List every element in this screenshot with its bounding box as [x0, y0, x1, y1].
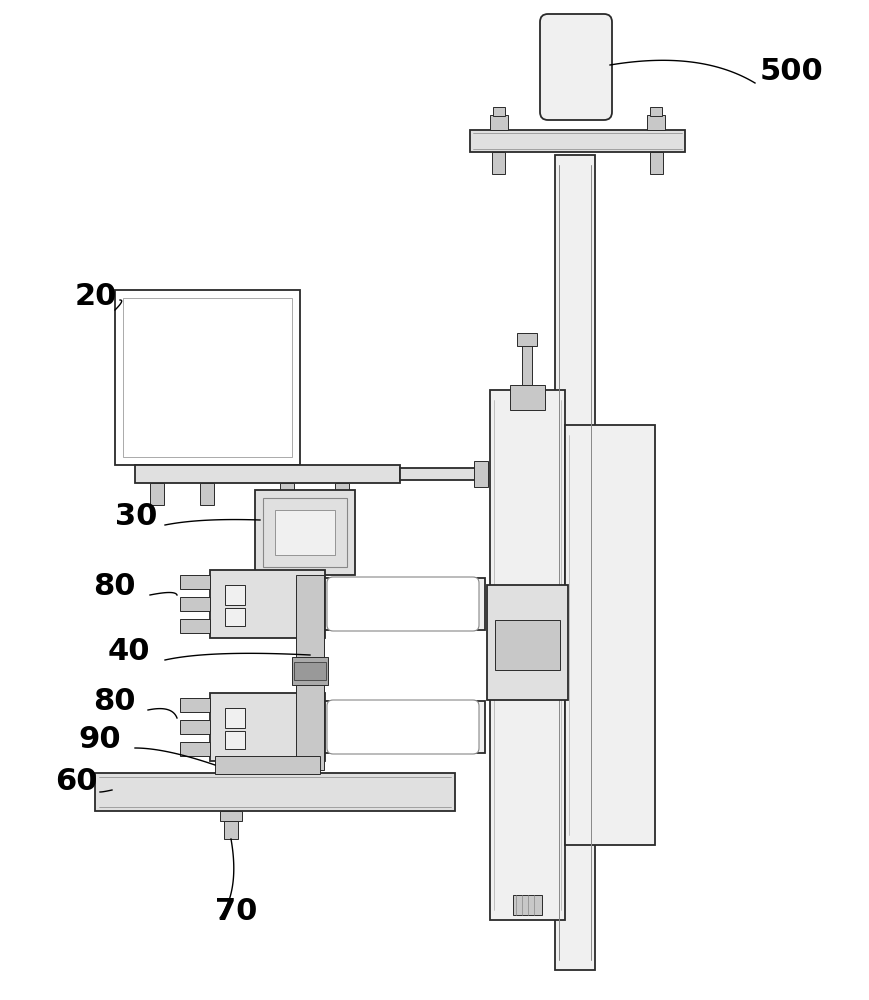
Bar: [495, 620, 560, 670]
Bar: [517, 333, 537, 346]
Text: 40: 40: [108, 637, 150, 666]
Bar: [115, 290, 300, 465]
Bar: [296, 575, 324, 770]
Bar: [225, 731, 245, 749]
Bar: [325, 578, 485, 630]
Bar: [650, 107, 662, 116]
FancyBboxPatch shape: [327, 577, 479, 631]
Bar: [225, 585, 245, 605]
FancyBboxPatch shape: [327, 700, 479, 754]
Bar: [225, 708, 245, 728]
Bar: [224, 821, 238, 839]
Text: 70: 70: [215, 897, 257, 926]
Text: 90: 90: [78, 725, 121, 754]
Bar: [215, 756, 320, 774]
Bar: [510, 385, 545, 410]
Bar: [493, 107, 505, 116]
Text: 80: 80: [93, 572, 136, 601]
Bar: [280, 483, 294, 505]
Text: 80: 80: [93, 687, 136, 716]
Bar: [95, 773, 455, 811]
Bar: [292, 657, 328, 685]
Text: 20: 20: [75, 282, 117, 311]
Bar: [400, 468, 480, 480]
Bar: [474, 461, 488, 487]
Bar: [180, 619, 210, 633]
Bar: [487, 585, 568, 700]
Bar: [335, 483, 349, 505]
Text: 500: 500: [760, 57, 824, 86]
Bar: [490, 390, 565, 920]
Bar: [210, 570, 325, 638]
Bar: [123, 298, 292, 457]
Bar: [492, 152, 505, 174]
Bar: [180, 720, 210, 734]
Bar: [263, 498, 347, 567]
Bar: [220, 811, 242, 821]
Bar: [490, 115, 508, 130]
Bar: [135, 465, 400, 483]
Bar: [522, 345, 532, 385]
Bar: [555, 155, 595, 970]
Text: 60: 60: [55, 767, 97, 796]
Bar: [210, 693, 325, 761]
Bar: [180, 575, 210, 589]
Bar: [180, 698, 210, 712]
Bar: [647, 115, 665, 130]
Bar: [513, 895, 542, 915]
Text: 30: 30: [115, 502, 157, 531]
Bar: [650, 152, 663, 174]
Bar: [275, 510, 335, 555]
Bar: [294, 662, 326, 680]
Bar: [565, 425, 655, 845]
Bar: [150, 483, 164, 505]
Bar: [255, 490, 355, 575]
Bar: [180, 597, 210, 611]
Bar: [180, 742, 210, 756]
FancyBboxPatch shape: [540, 14, 612, 120]
Bar: [325, 701, 485, 753]
Bar: [200, 483, 214, 505]
Bar: [225, 608, 245, 626]
Bar: [470, 130, 685, 152]
